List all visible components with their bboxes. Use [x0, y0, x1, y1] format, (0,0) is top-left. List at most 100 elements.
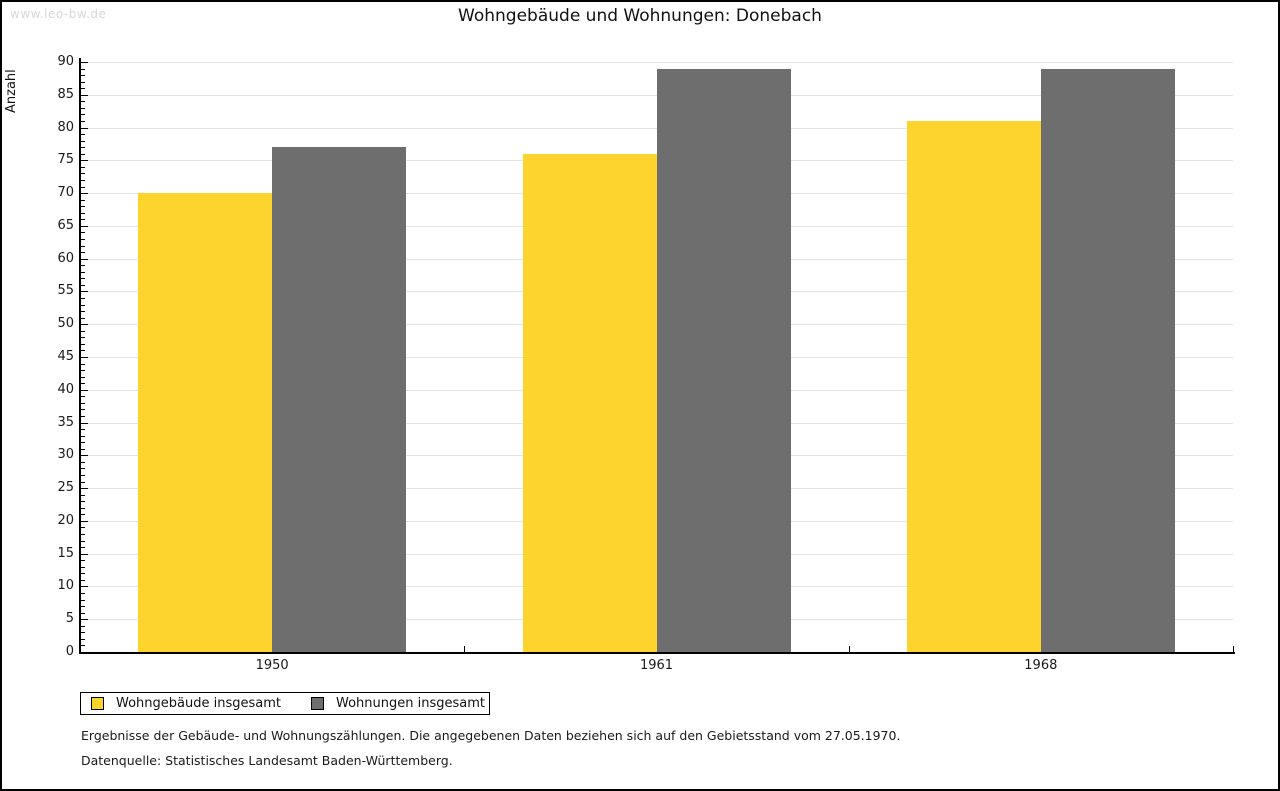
- y-minor-tick: [81, 134, 85, 136]
- y-minor-tick: [81, 402, 85, 404]
- y-minor-tick: [81, 232, 85, 234]
- y-minor-tick: [81, 343, 85, 345]
- y-tick-label: 75: [57, 152, 74, 168]
- y-minor-tick: [81, 461, 85, 463]
- x-tick: [464, 646, 466, 652]
- gridline: [80, 62, 1233, 63]
- y-tick-label: 35: [57, 414, 74, 430]
- y-minor-tick: [81, 599, 85, 601]
- legend-swatch: [311, 697, 324, 710]
- y-minor-tick: [81, 166, 85, 168]
- y-minor-tick: [81, 284, 85, 286]
- y-minor-tick: [81, 370, 85, 372]
- y-tick-label: 80: [57, 119, 74, 135]
- y-minor-tick: [81, 363, 85, 365]
- y-major-tick: [81, 586, 88, 588]
- y-tick-label: 20: [57, 512, 74, 528]
- y-minor-tick: [81, 88, 85, 90]
- bar: [1040, 68, 1175, 652]
- y-minor-tick: [81, 121, 85, 122]
- y-minor-tick: [81, 612, 85, 614]
- y-minor-tick: [81, 271, 85, 273]
- y-minor-tick: [81, 186, 85, 188]
- y-minor-tick: [81, 481, 85, 483]
- y-minor-tick: [81, 337, 85, 339]
- y-minor-tick: [81, 547, 85, 549]
- y-major-tick: [81, 324, 88, 326]
- y-minor-tick: [81, 75, 85, 77]
- x-tick-label: 1968: [1024, 658, 1058, 673]
- y-tick-label: 55: [57, 283, 74, 299]
- y-major-tick: [81, 488, 88, 490]
- x-tick: [1233, 646, 1234, 652]
- y-minor-tick: [81, 252, 85, 254]
- y-major-tick: [81, 258, 88, 260]
- y-minor-tick: [81, 625, 85, 627]
- y-minor-tick: [81, 396, 85, 398]
- y-minor-tick: [81, 468, 85, 470]
- x-tick-label: 1961: [639, 658, 674, 673]
- y-minor-tick: [81, 180, 85, 181]
- y-minor-tick: [81, 245, 85, 247]
- y-tick-label: 30: [57, 447, 74, 463]
- y-minor-tick: [81, 278, 85, 280]
- y-minor-tick: [81, 383, 85, 385]
- y-minor-tick: [81, 376, 85, 378]
- y-tick-label: 65: [57, 217, 74, 233]
- y-minor-tick: [81, 114, 85, 116]
- y-tick-label: 5: [65, 611, 74, 627]
- chart-title: Wohngebäude und Wohnungen: Donebach: [458, 6, 822, 26]
- legend-swatch: [91, 697, 104, 710]
- y-minor-tick: [81, 212, 85, 214]
- y-minor-tick: [81, 540, 85, 542]
- y-minor-tick: [81, 409, 85, 411]
- y-minor-tick: [81, 534, 85, 535]
- y-major-tick: [81, 160, 88, 162]
- bar: [522, 153, 657, 652]
- y-minor-tick: [81, 606, 85, 608]
- y-tick-label: 40: [57, 381, 74, 397]
- y-major-tick: [81, 553, 88, 555]
- y-major-tick: [81, 422, 88, 424]
- y-minor-tick: [81, 494, 85, 496]
- y-major-tick: [81, 520, 88, 522]
- bar: [906, 121, 1041, 652]
- y-tick-label: 15: [57, 545, 74, 561]
- y-minor-tick: [81, 311, 85, 313]
- y-minor-tick: [81, 68, 85, 70]
- y-major-tick: [81, 357, 88, 358]
- y-minor-tick: [81, 173, 85, 175]
- watermark: www.leo-bw.de: [10, 7, 107, 21]
- y-minor-tick: [81, 638, 85, 640]
- bar: [656, 68, 791, 652]
- y-minor-tick: [81, 514, 85, 516]
- footnote-gebietsstand: Ergebnisse der Gebäude- und Wohnungszähl…: [81, 728, 901, 743]
- y-minor-tick: [81, 416, 85, 417]
- x-tick-label: 1950: [255, 658, 289, 673]
- y-minor-tick: [81, 219, 85, 221]
- y-minor-tick: [81, 475, 85, 476]
- y-major-tick: [81, 619, 88, 621]
- legend-label: Wohnungen insgesamt: [336, 696, 485, 711]
- y-tick-label: 0: [65, 644, 74, 659]
- y-minor-tick: [81, 199, 85, 201]
- y-tick-label: 85: [57, 86, 74, 102]
- y-minor-tick: [81, 645, 85, 647]
- y-minor-tick: [81, 593, 85, 594]
- y-tick-label: 50: [57, 316, 74, 332]
- y-tick-label: 90: [57, 54, 74, 69]
- y-minor-tick: [81, 448, 85, 450]
- y-minor-tick: [81, 239, 85, 240]
- legend-label: Wohngebäude insgesamt: [116, 696, 281, 711]
- y-axis-line: [79, 58, 81, 654]
- footnote-datenquelle: Datenquelle: Statistisches Landesamt Bad…: [81, 753, 453, 768]
- y-tick-label: 25: [57, 480, 74, 496]
- y-major-tick: [81, 455, 88, 457]
- y-minor-tick: [81, 350, 85, 352]
- y-minor-tick: [81, 579, 85, 581]
- legend-item: Wohngebäude insgesamt: [91, 696, 281, 711]
- y-minor-tick: [81, 573, 85, 575]
- y-minor-tick: [81, 435, 85, 437]
